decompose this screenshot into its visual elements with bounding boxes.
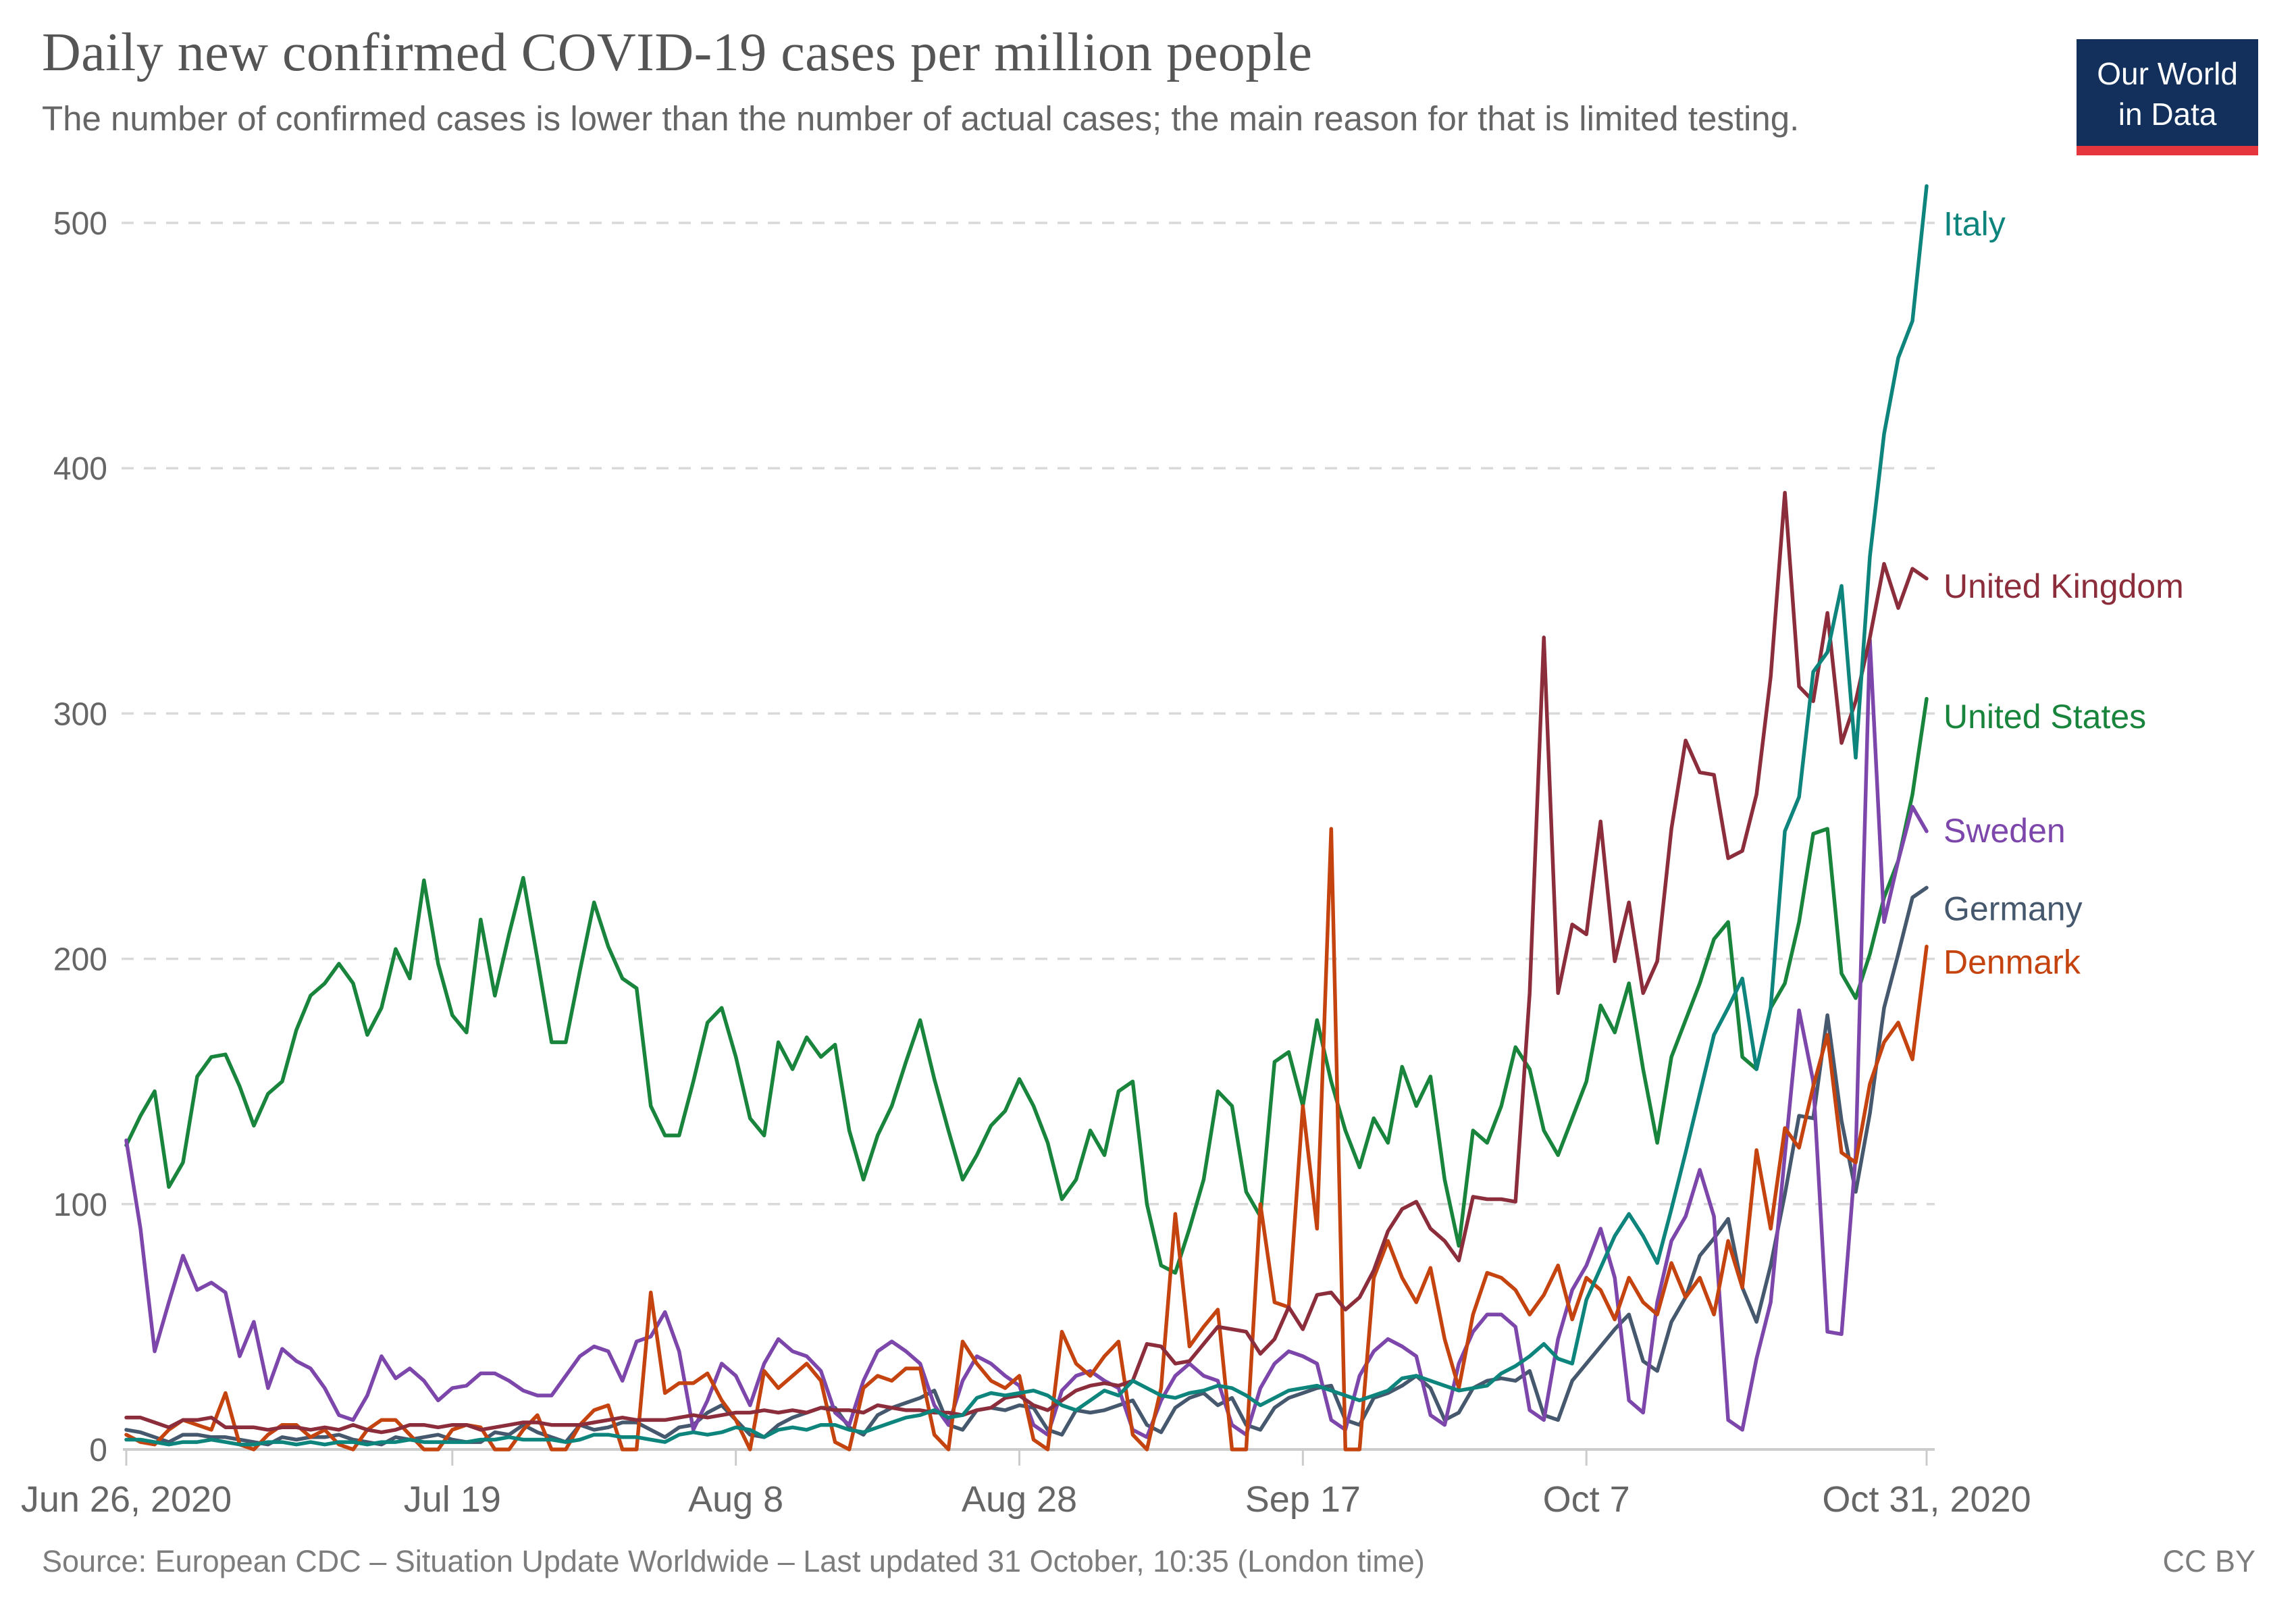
- y-tick-label-500: 500: [53, 206, 107, 242]
- x-tick-label: Oct 31, 2020: [1822, 1479, 2031, 1520]
- y-tick-label-400: 400: [53, 451, 107, 487]
- series-line-italy: [124, 184, 1929, 1447]
- series-line-sweden: [124, 638, 1929, 1439]
- series-label-united-states[interactable]: United States: [1943, 698, 2146, 736]
- chart-footer: Source: European CDC – Situation Update …: [42, 1544, 2255, 1579]
- y-tick-label-300: 300: [53, 696, 107, 732]
- series-line-germany: [124, 885, 1929, 1447]
- x-tick-label: Oct 7: [1543, 1479, 1630, 1520]
- chart-header: Daily new confirmed COVID-19 cases per m…: [42, 23, 2000, 140]
- y-tick-label-0: 0: [89, 1433, 107, 1468]
- page-title: Daily new confirmed COVID-19 cases per m…: [42, 23, 1313, 82]
- owid-logo-line2: in Data: [2118, 96, 2217, 132]
- series-line-united-states: [124, 696, 1929, 1275]
- x-tick-label: Jul 19: [404, 1479, 501, 1520]
- y-tick-label-200: 200: [53, 942, 107, 978]
- y-tick-label-100: 100: [53, 1187, 107, 1223]
- series-label-sweden[interactable]: Sweden: [1943, 812, 2066, 850]
- chart-subtitle: The number of confirmed cases is lower t…: [42, 99, 1800, 138]
- x-tick-label: Jun 26, 2020: [21, 1479, 232, 1520]
- x-tick-label: Sep 17: [1245, 1479, 1361, 1520]
- source-note: Source: European CDC – Situation Update …: [42, 1544, 1425, 1578]
- license-link[interactable]: CC BY: [2162, 1544, 2255, 1578]
- x-tick-label: Aug 28: [962, 1479, 1077, 1520]
- series-line-united-kingdom: [124, 490, 1929, 1435]
- series-label-united-kingdom[interactable]: United Kingdom: [1943, 567, 2184, 605]
- series-label-denmark[interactable]: Denmark: [1943, 944, 2081, 981]
- series-label-italy[interactable]: Italy: [1943, 205, 2006, 243]
- owid-logo-line1: Our World: [2097, 56, 2238, 91]
- owid-logo[interactable]: Our World in Data: [2077, 39, 2258, 155]
- series-line-denmark: [124, 827, 1929, 1451]
- series-label-germany[interactable]: Germany: [1943, 890, 2083, 927]
- x-tick-label: Aug 8: [688, 1479, 783, 1520]
